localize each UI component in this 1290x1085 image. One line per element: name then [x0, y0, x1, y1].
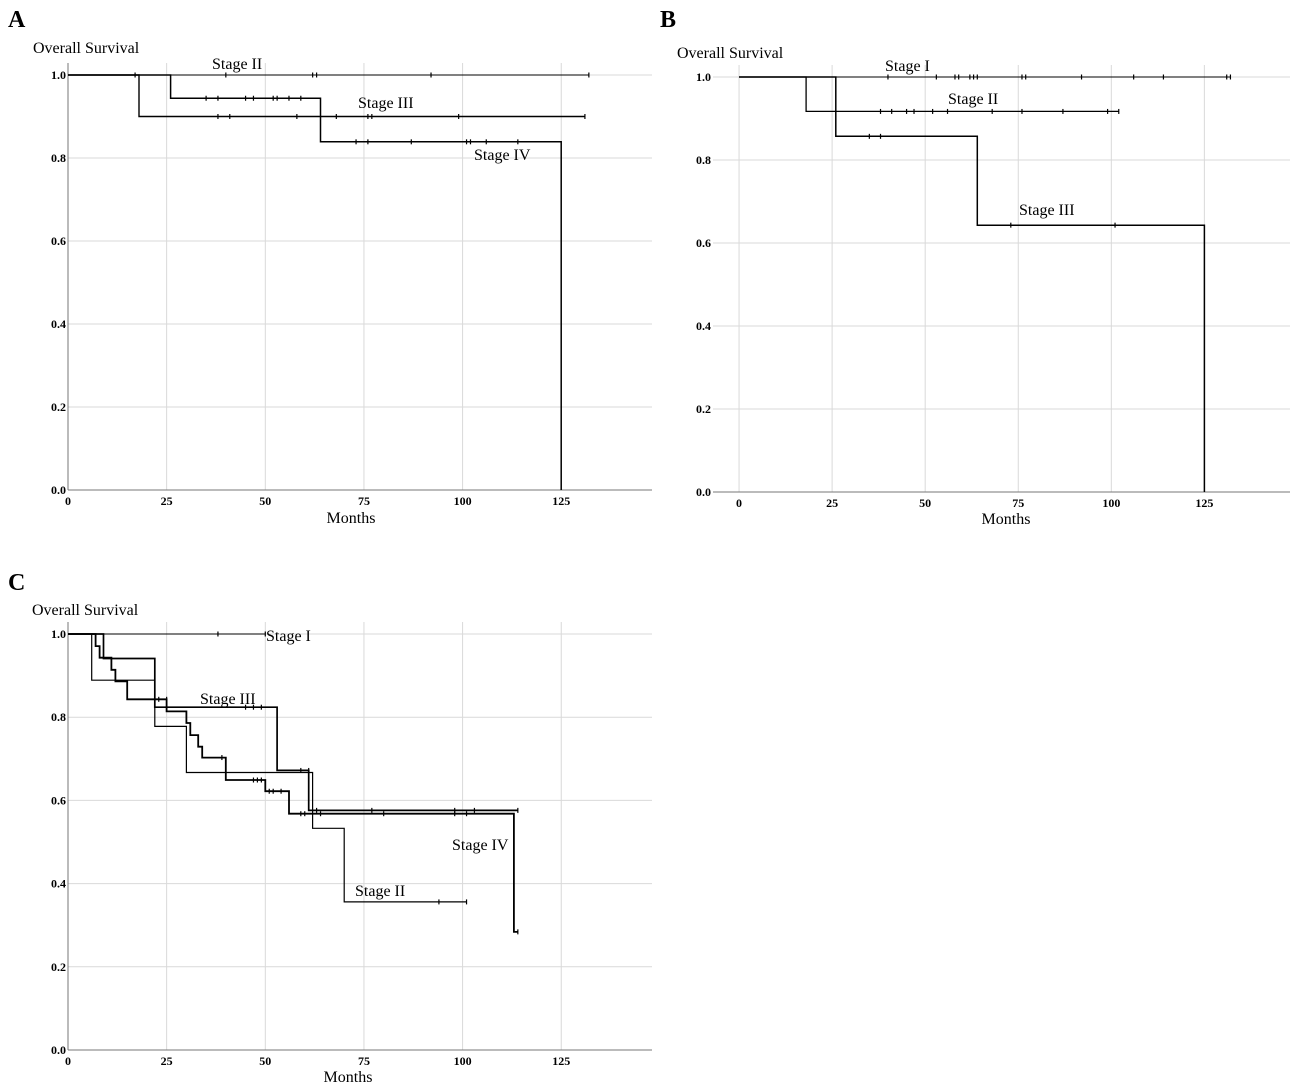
series-stage-iii — [68, 633, 519, 813]
series-stage-ii — [739, 76, 1120, 114]
x-ticks: 0 25 50 75 100 125 — [65, 1054, 570, 1068]
y-tick-label: 0.2 — [51, 400, 66, 414]
x-tick-label: 100 — [454, 1054, 472, 1068]
x-tick-label: 25 — [161, 1054, 173, 1068]
x-tick-label: 75 — [1012, 496, 1024, 510]
x-tick-label: 0 — [736, 496, 742, 510]
panel-letter: C — [8, 570, 25, 596]
curve-label-stage-iii: Stage III — [358, 95, 414, 112]
y-tick-label: 0.4 — [51, 877, 66, 891]
y-ticks: 0.0 0.2 0.4 0.6 0.8 1.0 — [51, 627, 66, 1057]
survival-step-line — [68, 74, 585, 118]
x-tick-label: 25 — [161, 494, 173, 508]
gridlines — [713, 65, 1290, 492]
curve-labels: Stage II Stage III Stage IV — [212, 56, 531, 164]
survival-curves — [68, 72, 590, 490]
y-tick-label: 0.6 — [51, 234, 66, 248]
y-tick-label: 1.0 — [51, 627, 66, 641]
x-tick-label: 50 — [919, 496, 931, 510]
survival-step-line — [68, 633, 467, 903]
x-ticks: 0 25 50 75 100 125 — [65, 494, 570, 508]
y-tick-label: 0.2 — [51, 960, 66, 974]
y-axis-title: Overall Survival — [677, 45, 784, 62]
x-tick-label: 50 — [259, 1054, 271, 1068]
curve-label-stage-iii: Stage III — [1019, 202, 1075, 219]
y-tick-label: 0.2 — [696, 402, 711, 416]
x-ticks: 0 25 50 75 100 125 — [736, 496, 1213, 510]
y-tick-label: 0.0 — [51, 1043, 66, 1057]
y-tick-label: 0.6 — [696, 236, 711, 250]
panel-letter: A — [8, 7, 26, 33]
y-axis-title: Overall Survival — [32, 602, 139, 619]
survival-step-line — [68, 633, 518, 933]
x-axis-title: Months — [982, 511, 1031, 528]
axes — [67, 622, 652, 1051]
series-stage-iv — [68, 74, 562, 490]
panel-a-chart: A Overall Survival Months 0.00.20.40.60.… — [8, 7, 652, 527]
x-axis-title: Months — [327, 510, 376, 527]
y-tick-label: 0.6 — [51, 793, 66, 807]
y-tick-label: 1.0 — [51, 68, 66, 82]
x-tick-label: 100 — [454, 494, 472, 508]
y-tick-label: 1.0 — [696, 70, 711, 84]
x-tick-label: 125 — [552, 1054, 570, 1068]
x-tick-label: 0 — [65, 1054, 71, 1068]
curve-label-stage-i: Stage I — [885, 58, 930, 75]
x-tick-label: 50 — [259, 494, 271, 508]
series-stage-iii — [739, 76, 1206, 492]
x-axis-title: Months — [324, 1069, 373, 1085]
survival-step-line — [739, 76, 1206, 492]
curve-label-stage-iv: Stage IV — [452, 837, 509, 854]
y-ticks: 0.0 0.2 0.4 0.6 0.8 1.0 — [51, 68, 66, 497]
y-tick-label: 0.0 — [51, 483, 66, 497]
y-tick-label: 0.8 — [51, 151, 66, 165]
curve-labels: Stage I Stage III Stage IV Stage II — [200, 628, 509, 900]
curve-label-stage-i: Stage I — [266, 628, 311, 645]
series-stage-ii — [68, 633, 468, 905]
panel-b-chart: B Overall Survival Months 0.00.20.40.60.… — [660, 7, 1290, 528]
panel-letter: B — [660, 7, 676, 33]
survival-step-line — [68, 74, 562, 490]
x-tick-label: 75 — [358, 494, 370, 508]
curve-label-stage-ii: Stage II — [948, 91, 998, 108]
x-tick-label: 100 — [1102, 496, 1120, 510]
x-tick-label: 125 — [552, 494, 570, 508]
survival-step-line — [68, 633, 518, 812]
x-tick-label: 75 — [358, 1054, 370, 1068]
x-tick-label: 25 — [826, 496, 838, 510]
y-tick-label: 0.4 — [696, 319, 711, 333]
y-tick-label: 0.4 — [51, 317, 66, 331]
x-tick-label: 125 — [1195, 496, 1213, 510]
curve-label-stage-ii: Stage II — [355, 883, 405, 900]
y-ticks: 0.0 0.2 0.4 0.6 0.8 1.0 — [696, 70, 711, 499]
y-axis-title: Overall Survival — [33, 40, 140, 57]
curve-label-stage-ii: Stage II — [212, 56, 262, 73]
curve-label-stage-iv: Stage IV — [474, 147, 531, 164]
curve-labels: Stage I Stage II Stage III — [885, 58, 1075, 219]
survival-step-line — [739, 76, 1119, 113]
axes — [67, 63, 652, 491]
curve-label-stage-iii: Stage III — [200, 691, 256, 708]
survival-curves — [68, 631, 519, 935]
series-stage-iv — [68, 633, 519, 935]
survival-curves — [739, 74, 1232, 492]
x-tick-label: 0 — [65, 494, 71, 508]
panel-c-chart: C Overall Survival Months 0.00.20.40.60.… — [8, 570, 652, 1085]
gridlines — [68, 63, 652, 490]
y-tick-label: 0.0 — [696, 485, 711, 499]
series-stage-iii — [68, 72, 586, 119]
y-tick-label: 0.8 — [696, 153, 711, 167]
y-tick-label: 0.8 — [51, 710, 66, 724]
